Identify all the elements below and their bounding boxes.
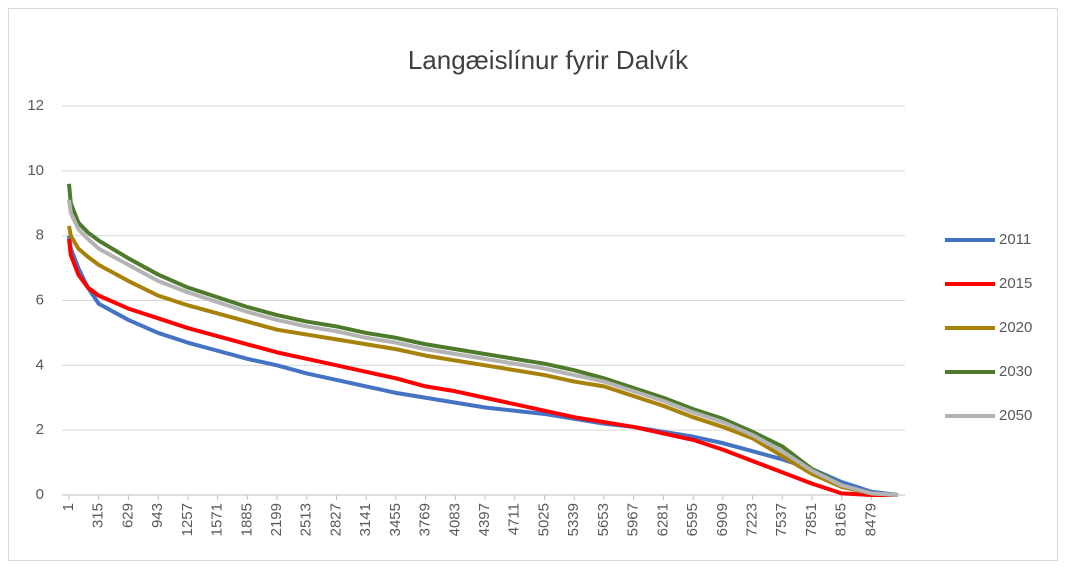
y-tick-label: 6 (36, 291, 44, 308)
series-line (67, 225, 899, 497)
x-tick-label: 4397 (476, 503, 493, 536)
series-line (67, 238, 898, 497)
x-tick-label: 315 (90, 503, 107, 528)
x-tick-label: 5653 (595, 503, 612, 536)
x-tick-label: 4711 (506, 503, 523, 535)
x-tick-label: 943 (149, 503, 166, 528)
x-tick-label: 6595 (684, 503, 701, 536)
y-tick-label: 10 (27, 162, 44, 179)
series-line (67, 235, 899, 497)
x-tick-label: 6909 (714, 503, 731, 536)
x-tick-label: 3141 (357, 503, 374, 536)
legend-label: 2011 (999, 231, 1031, 248)
legend-label: 2050 (999, 407, 1032, 424)
x-tick-label: 7223 (743, 503, 760, 536)
x-tick-label: 629 (119, 503, 136, 528)
x-tick-label: 1571 (209, 503, 226, 536)
x-tick-label: 6281 (654, 503, 671, 536)
x-tick-label: 2199 (268, 503, 285, 536)
x-tick-label: 4083 (446, 503, 463, 536)
x-tick-label: 8165 (833, 503, 850, 536)
y-tick-label: 0 (36, 486, 44, 503)
legend-label: 2020 (999, 319, 1032, 336)
legend-label: 2030 (999, 363, 1032, 380)
x-tick-label: 7851 (803, 503, 820, 536)
series-line (67, 183, 899, 497)
x-tick-label: 3769 (417, 503, 434, 536)
series-line (67, 199, 899, 497)
x-tick-label: 3455 (387, 503, 404, 536)
x-tick-label: 8479 (862, 503, 879, 536)
x-tick-label: 1 (60, 503, 77, 511)
x-tick-label: 2827 (327, 503, 344, 536)
x-tick-label: 5967 (625, 503, 642, 536)
x-tick-label: 7537 (773, 503, 790, 536)
x-tick-label: 5025 (535, 503, 552, 536)
x-tick-label: 2513 (298, 503, 315, 536)
legend-label: 2015 (999, 275, 1032, 292)
y-tick-label: 2 (36, 421, 44, 438)
y-tick-label: 12 (27, 97, 44, 114)
chart-title: Langæislínur fyrir Dalvík (408, 45, 689, 75)
y-tick-label: 4 (36, 356, 44, 373)
x-tick-label: 1257 (179, 503, 196, 536)
x-tick-label: 5339 (565, 503, 582, 536)
x-tick-label: 1885 (238, 503, 255, 536)
y-tick-label: 8 (36, 227, 44, 244)
